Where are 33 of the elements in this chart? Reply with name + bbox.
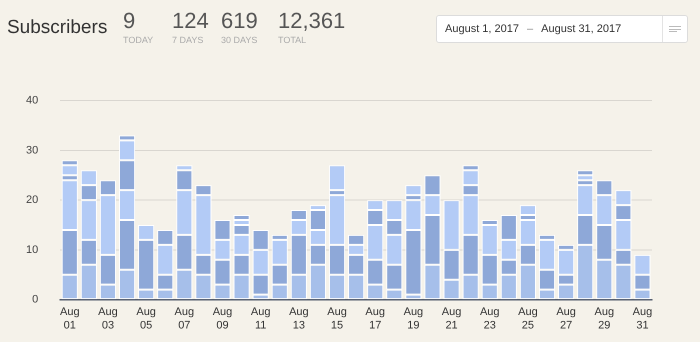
text: 7 DAYS xyxy=(172,35,204,45)
y-tick-label: 0 xyxy=(32,294,38,306)
x-tick-label: Aug 03 xyxy=(98,306,118,332)
text: 30 DAYS xyxy=(221,35,258,45)
x-tick-label: Aug 29 xyxy=(594,306,614,332)
x-tick-label: Aug 15 xyxy=(327,306,347,332)
x-tick-label: Aug 23 xyxy=(480,306,500,332)
text: TOTAL xyxy=(278,35,308,45)
text: 124 xyxy=(172,8,209,34)
y-tick-label: 30 xyxy=(26,144,38,156)
x-tick-label: Aug 11 xyxy=(250,306,270,332)
y-tick-label: 40 xyxy=(26,94,38,107)
x-tick-label: Aug 27 xyxy=(556,306,576,332)
x-tick-label: Aug 05 xyxy=(136,306,156,332)
text: 9 xyxy=(123,8,136,34)
x-tick-label: Aug 01 xyxy=(60,306,80,332)
y-tick-label: 20 xyxy=(26,194,38,206)
x-tick-label: Aug 17 xyxy=(365,306,385,332)
x-tick-label: Aug 13 xyxy=(289,306,309,332)
x-tick-label: Aug 25 xyxy=(518,306,538,332)
text: TODAY xyxy=(123,35,154,45)
x-tick-label: Aug 19 xyxy=(404,306,424,332)
x-tick-label: Aug 31 xyxy=(632,306,652,332)
text: August 1, 2017 xyxy=(445,23,520,35)
x-tick-label: Aug 21 xyxy=(442,306,462,332)
text: 12,361 xyxy=(278,8,346,34)
x-tick-label: Aug 09 xyxy=(212,306,232,332)
text: – xyxy=(527,23,534,35)
text: August 31, 2017 xyxy=(541,23,622,35)
chart-title: Subscribers xyxy=(7,17,108,39)
x-tick-label: Aug 07 xyxy=(174,306,194,332)
text: 619 xyxy=(221,8,258,34)
y-tick-label: 10 xyxy=(26,244,38,256)
